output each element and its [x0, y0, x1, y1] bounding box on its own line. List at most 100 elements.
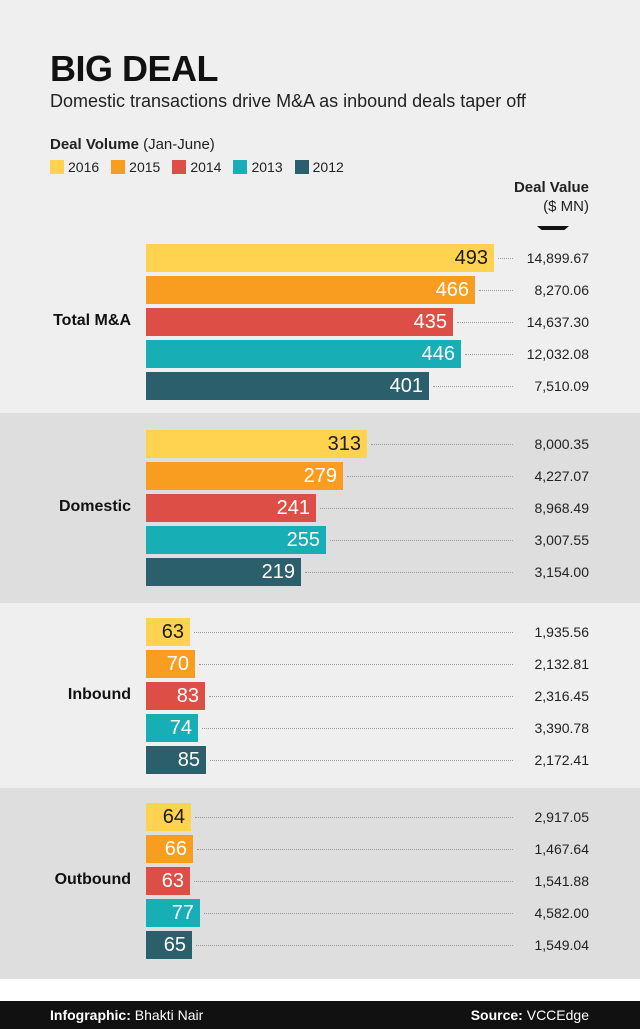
legend-swatch: [233, 160, 248, 174]
legend-item-2014: 2014: [172, 159, 221, 175]
source: Source: VCCEdge: [471, 1001, 589, 1029]
volume-label-rest: (Jan-June): [138, 136, 215, 153]
leader-line: [197, 849, 513, 850]
bar-value-label: 63: [161, 870, 184, 892]
deal-value-label: 3,390.78: [534, 720, 590, 736]
section-outbound: Outbound 64 2,917.05 66 1,467.64 63 1,541.88 77…: [0, 788, 640, 979]
legend-item-2013: 2013: [233, 159, 283, 175]
leader-line: [204, 913, 513, 914]
deal-value-label: 2,172.41: [534, 752, 590, 768]
leader-line: [433, 386, 513, 387]
legend-swatch: [294, 160, 309, 174]
deal-value-header-line1: Deal Value: [513, 179, 589, 196]
bar-value-label: 446: [421, 343, 455, 365]
legend-label: 2016: [68, 159, 100, 175]
leader-line: [465, 354, 513, 355]
credit-name: Bhakti Nair: [130, 1007, 204, 1023]
bar-2013: 77: [146, 899, 200, 927]
bar-2013: 446: [146, 340, 461, 368]
bar-value-label: 64: [162, 806, 185, 828]
leader-line: [196, 945, 513, 946]
bar-2014: 241: [146, 494, 316, 522]
leader-line: [194, 881, 513, 882]
bar-value-label: 255: [286, 529, 320, 551]
deal-value-label: 8,000.35: [534, 436, 590, 452]
legend-swatch: [50, 160, 64, 174]
legend-label: 2015: [129, 159, 161, 175]
leader-line: [210, 760, 513, 761]
deal-value-label: 14,899.67: [526, 250, 589, 266]
bar-2013: 255: [146, 526, 326, 554]
volume-label: Deal Volume (Jan-June): [50, 136, 215, 153]
deal-value-label: 2,132.81: [534, 656, 590, 672]
bar-value-label: 401: [389, 375, 423, 397]
bar-value-label: 435: [413, 311, 447, 333]
leader-line: [195, 817, 513, 818]
leader-line: [209, 696, 513, 697]
bar-2012: 219: [146, 558, 301, 586]
bar-2013: 74: [146, 714, 198, 742]
bar-2015: 66: [146, 835, 193, 863]
bar-value-label: 219: [261, 561, 295, 583]
deal-value-label: 1,541.88: [534, 873, 590, 889]
deal-value-label: 3,007.55: [534, 532, 590, 548]
deal-value-label: 8,270.06: [534, 282, 590, 298]
source-name: VCCEdge: [522, 1007, 589, 1023]
section-total-m-a: Total M&A 493 14,899.67 466 8,270.06 435 14,63…: [0, 230, 640, 413]
bar-2015: 70: [146, 650, 195, 678]
leader-line: [202, 728, 513, 729]
deal-value-label: 1,549.04: [534, 937, 590, 953]
bar-2015: 466: [146, 276, 475, 304]
deal-value-label: 8,968.49: [534, 500, 590, 516]
deal-value-label: 1,467.64: [534, 841, 590, 857]
bar-value-label: 85: [177, 749, 200, 771]
legend-swatch: [111, 160, 126, 174]
leader-line: [498, 258, 513, 259]
deal-value-label: 14,637.30: [526, 314, 589, 330]
legend-item-2016: 2016: [50, 159, 99, 175]
legend: 2016 2015 2014 2013 2012: [50, 159, 344, 175]
legend-item-2012: 2012: [294, 159, 344, 175]
category-label: Domestic: [58, 498, 131, 515]
category-label: Total M&A: [53, 312, 131, 329]
leader-line: [320, 508, 513, 509]
leader-line: [457, 322, 513, 323]
deal-value-label: 7,510.09: [534, 378, 590, 394]
bar-value-label: 74: [169, 717, 192, 739]
deal-value-label: 4,227.07: [534, 468, 590, 484]
bar-value-label: 70: [166, 653, 189, 675]
bar-value-label: 66: [164, 838, 187, 860]
bar-2016: 63: [146, 618, 190, 646]
bar-2012: 65: [146, 931, 192, 959]
bar-value-label: 241: [276, 497, 310, 519]
deal-value-header-line2: ($ MN): [543, 198, 589, 215]
leader-line: [194, 632, 513, 633]
section-inbound: Inbound 63 1,935.56 70 2,132.81 83 2,316.45 74 3…: [0, 603, 640, 788]
deal-value-label: 12,032.08: [526, 346, 589, 362]
leader-line: [347, 476, 513, 477]
bar-2014: 83: [146, 682, 205, 710]
bar-value-label: 63: [161, 621, 184, 643]
section-domestic: Domestic 313 8,000.35 279 4,227.07 241 8,968.4…: [0, 413, 640, 603]
bar-value-label: 493: [454, 247, 488, 269]
deal-value-label: 2,316.45: [534, 688, 590, 704]
deal-value-label: 1,935.56: [534, 624, 590, 640]
deal-value-header: Deal Value ($ MN): [514, 178, 589, 216]
leader-line: [371, 444, 513, 445]
leader-line: [479, 290, 513, 291]
category-label: Inbound: [67, 686, 131, 703]
leader-line: [199, 664, 513, 665]
bar-value-label: 65: [163, 934, 186, 956]
header: BIG DEAL Domestic transactions drive M&A…: [0, 0, 640, 230]
bar-2012: 401: [146, 372, 429, 400]
source-label: Source:: [470, 1007, 523, 1023]
bar-value-label: 313: [327, 433, 361, 455]
credit-label: Infographic:: [50, 1007, 131, 1023]
bar-2014: 435: [146, 308, 453, 336]
bar-2016: 493: [146, 244, 494, 272]
bar-value-label: 279: [303, 465, 337, 487]
legend-swatch: [172, 160, 187, 174]
bar-value-label: 77: [171, 902, 194, 924]
chart-subtitle: Domestic transactions drive M&A as inbou…: [50, 91, 526, 111]
legend-label: 2013: [251, 159, 283, 175]
